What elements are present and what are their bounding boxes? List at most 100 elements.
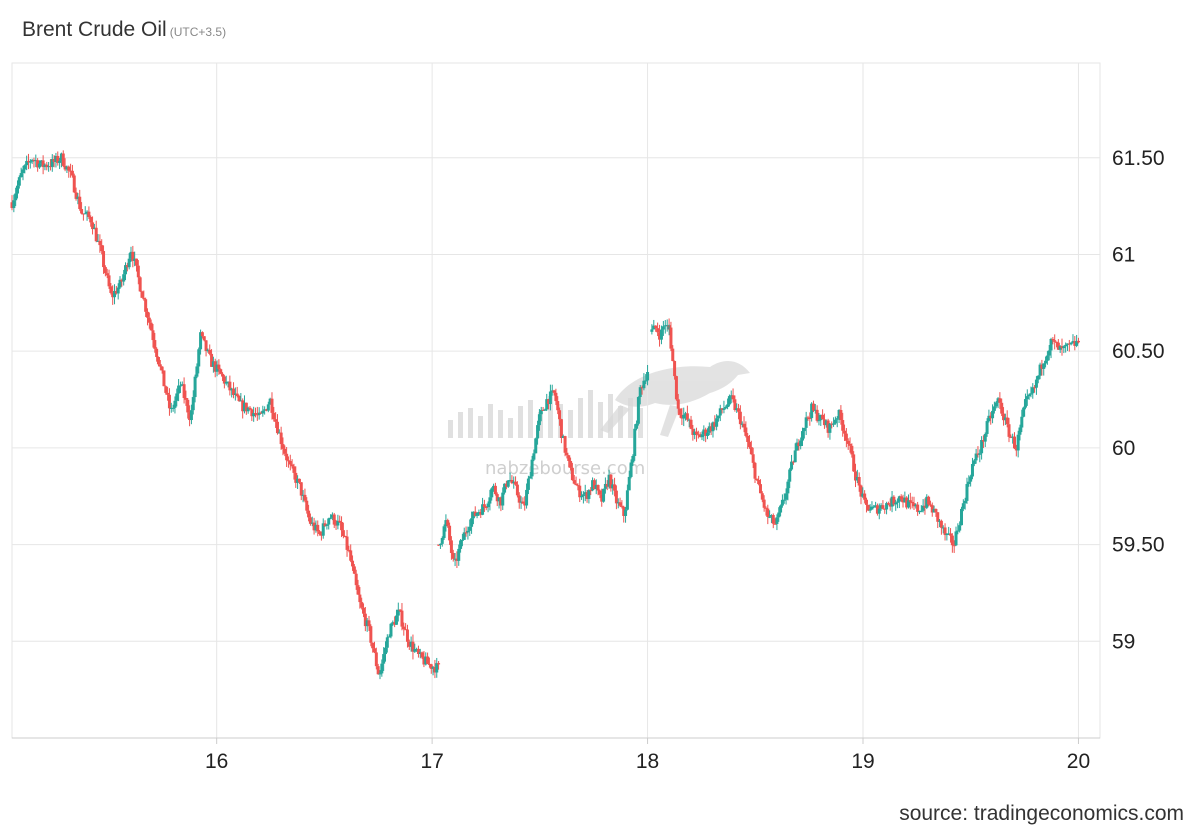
candle-body <box>570 467 574 481</box>
candle-body <box>444 520 448 527</box>
y-tick-label: 60.50 <box>1112 340 1165 363</box>
candle-body <box>122 274 126 282</box>
candle-body <box>554 392 558 402</box>
candle-body <box>532 453 536 460</box>
candle-body <box>928 504 932 506</box>
candle-body <box>103 267 107 274</box>
candle-body <box>702 429 706 435</box>
candle-body <box>665 325 669 327</box>
candle-body <box>63 165 67 170</box>
candle-body <box>866 504 870 511</box>
candle-body <box>329 517 333 519</box>
candle-body <box>226 381 230 383</box>
candle-body <box>941 527 945 529</box>
candle-body <box>917 511 921 513</box>
candle-body <box>764 507 768 509</box>
candle-body <box>85 211 89 214</box>
candle-body <box>563 436 567 453</box>
candle-body <box>107 275 111 287</box>
candle-body <box>528 476 532 479</box>
candle-body <box>1051 338 1055 341</box>
x-tick-label: 20 <box>1067 750 1090 773</box>
candle-body <box>266 404 270 411</box>
candle-body <box>598 490 602 495</box>
candle-body <box>541 409 545 411</box>
candle-body <box>682 414 686 419</box>
candle-body <box>600 494 604 502</box>
candle-body <box>1060 346 1064 349</box>
candle-body <box>277 432 281 434</box>
candle-body <box>145 311 149 318</box>
candle-body <box>210 353 214 367</box>
candle-body <box>581 494 585 497</box>
candle-body <box>144 299 148 312</box>
candle-body <box>775 517 779 524</box>
candle-body <box>54 155 58 162</box>
candle-body <box>583 492 587 495</box>
candle-body <box>833 419 837 424</box>
candle-body <box>222 376 226 384</box>
candle-body <box>316 524 320 532</box>
candle-body <box>78 196 82 209</box>
candle-body <box>213 361 217 372</box>
candle-body <box>956 530 960 532</box>
candle-body <box>879 505 883 509</box>
chart-title: Brent Crude Oil (UTC+3.5) <box>22 18 226 42</box>
candle-body <box>908 500 912 502</box>
candle-body <box>642 380 646 389</box>
candle-body <box>855 477 859 481</box>
candle-body <box>746 435 750 442</box>
candle-body <box>263 409 267 411</box>
candle-body <box>832 423 836 425</box>
candle-body <box>1029 393 1033 395</box>
candle-body <box>715 418 719 427</box>
candle-body <box>120 279 124 282</box>
candle-body <box>850 445 854 455</box>
candle-body <box>1062 346 1066 349</box>
candle-body <box>257 412 261 415</box>
candle-body <box>939 520 943 528</box>
candle-body <box>100 245 104 252</box>
candle-body <box>307 510 311 518</box>
candle-body <box>1031 387 1035 394</box>
candle-body <box>493 485 497 495</box>
candle-body <box>841 420 845 431</box>
candle-body <box>521 501 525 504</box>
candle-body <box>47 166 51 168</box>
candle-body <box>652 325 656 330</box>
candle-body <box>1040 364 1044 369</box>
candle-body <box>705 432 709 436</box>
candle-body <box>12 200 16 209</box>
candle-body <box>777 512 781 518</box>
candle-body <box>457 548 461 561</box>
candle-body <box>440 538 444 544</box>
candle-body <box>808 418 812 420</box>
x-axis: 16 17 18 19 20 <box>205 750 1090 773</box>
candle-body <box>629 462 633 477</box>
candle-body <box>48 166 52 168</box>
candle-body <box>744 427 748 436</box>
candle-body <box>477 512 481 514</box>
candle-body <box>780 499 784 506</box>
candle-body <box>206 349 210 352</box>
candle-body <box>484 507 488 509</box>
candle-body <box>352 566 356 574</box>
candle-body <box>994 402 998 407</box>
candle-body <box>558 410 562 420</box>
candle-body <box>330 514 334 518</box>
candle-body <box>631 455 635 463</box>
candle-body <box>1065 343 1069 345</box>
candle-body <box>178 385 182 387</box>
candle-body <box>448 525 452 541</box>
candle-body <box>755 478 759 480</box>
candle-body <box>349 550 353 561</box>
candle-body <box>822 419 826 426</box>
candle-body <box>270 398 274 413</box>
candle-body <box>592 480 596 490</box>
candle-body <box>523 503 527 506</box>
candle-body <box>468 526 472 531</box>
candle-body <box>133 258 137 261</box>
candle-body <box>1002 413 1006 421</box>
candle-body <box>504 483 508 487</box>
candle-body <box>91 222 95 230</box>
